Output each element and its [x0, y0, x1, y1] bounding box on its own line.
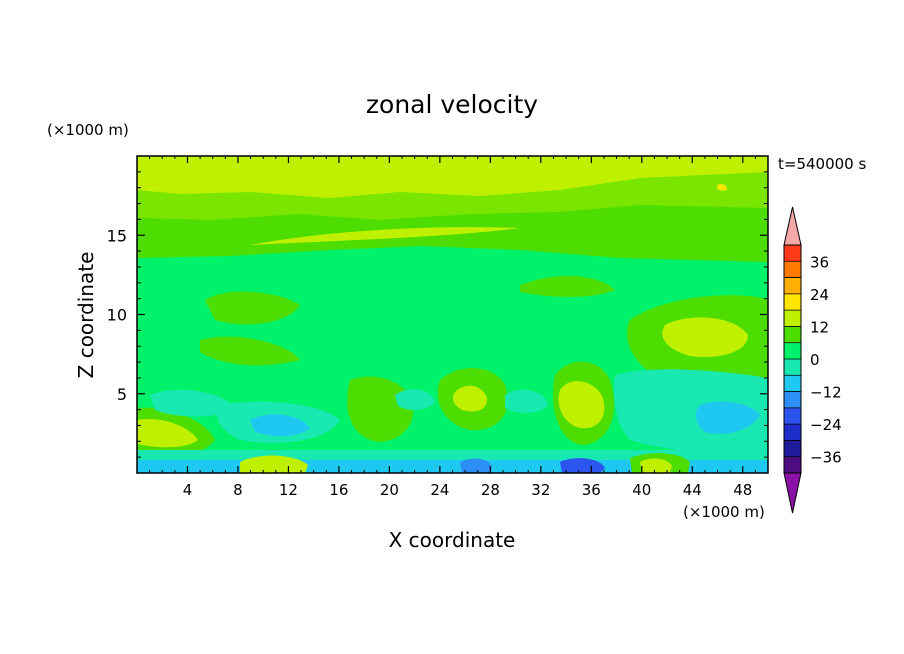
- x-axis-label: X coordinate: [389, 528, 516, 552]
- y-tick-label: 5: [117, 385, 127, 404]
- contour-field: [137, 156, 768, 473]
- x-tick-label: 8: [233, 481, 243, 499]
- x-tick-label: 48: [733, 481, 752, 499]
- colorbar-band: [784, 391, 801, 408]
- x-tick-label: 44: [683, 481, 702, 499]
- colorbar-band: [784, 424, 801, 441]
- colorbar-band: [784, 375, 801, 392]
- colorbar-band: [784, 310, 801, 327]
- x-tick-label: 24: [430, 481, 449, 499]
- colorbar-tick-label: 24: [810, 286, 829, 304]
- colorbar-band: [784, 245, 801, 262]
- colorbar-band: [784, 407, 801, 425]
- colorbar-band: [784, 440, 801, 457]
- colorbar-tick-label: −12: [810, 384, 842, 402]
- y-tick-label: 10: [107, 306, 127, 325]
- x-tick-label: 40: [632, 481, 651, 499]
- x-tick-label: 4: [183, 481, 193, 499]
- colorbar-band: [784, 359, 801, 376]
- colorbar-band: [784, 342, 801, 359]
- x-tick-label: 28: [481, 481, 500, 499]
- colorbar-band: [784, 277, 801, 294]
- x-tick-label: 12: [279, 481, 298, 499]
- colorbar-tick-label: 12: [810, 318, 829, 336]
- x-tick-label: 32: [531, 481, 550, 499]
- colorbar-under-arrow: [783, 472, 802, 514]
- colorbar: 36 24 12 0 −12 −24 −36: [783, 206, 842, 514]
- colorbar-frame: [783, 244, 802, 474]
- colorbar-tick-label: −36: [810, 449, 842, 467]
- colorbar-over-arrow: [783, 206, 802, 246]
- chart-title: zonal velocity: [366, 90, 538, 119]
- y-unit-label: (×1000 m): [47, 121, 129, 139]
- colorbar-tick-label: −24: [810, 416, 842, 434]
- y-axis-ticks: 5 10 15: [107, 171, 768, 458]
- y-axis-label: Z coordinate: [74, 252, 98, 379]
- y-tick-label: 15: [107, 226, 127, 245]
- colorbar-band: [784, 326, 801, 343]
- colorbar-tick-label: 0: [810, 351, 820, 369]
- time-label: t=540000 s: [778, 155, 866, 173]
- colorbar-tick-label: 36: [810, 253, 829, 271]
- x-unit-label: (×1000 m): [683, 503, 765, 521]
- colorbar-band: [784, 456, 801, 473]
- colorbar-band: [784, 261, 801, 278]
- x-tick-label: 20: [380, 481, 399, 499]
- x-tick-label: 16: [329, 481, 348, 499]
- x-axis-ticks: 4 8 12 16 20 24 28 32 36 40 44 48: [149, 156, 756, 499]
- colorbar-band: [784, 293, 801, 311]
- x-tick-label: 36: [582, 481, 601, 499]
